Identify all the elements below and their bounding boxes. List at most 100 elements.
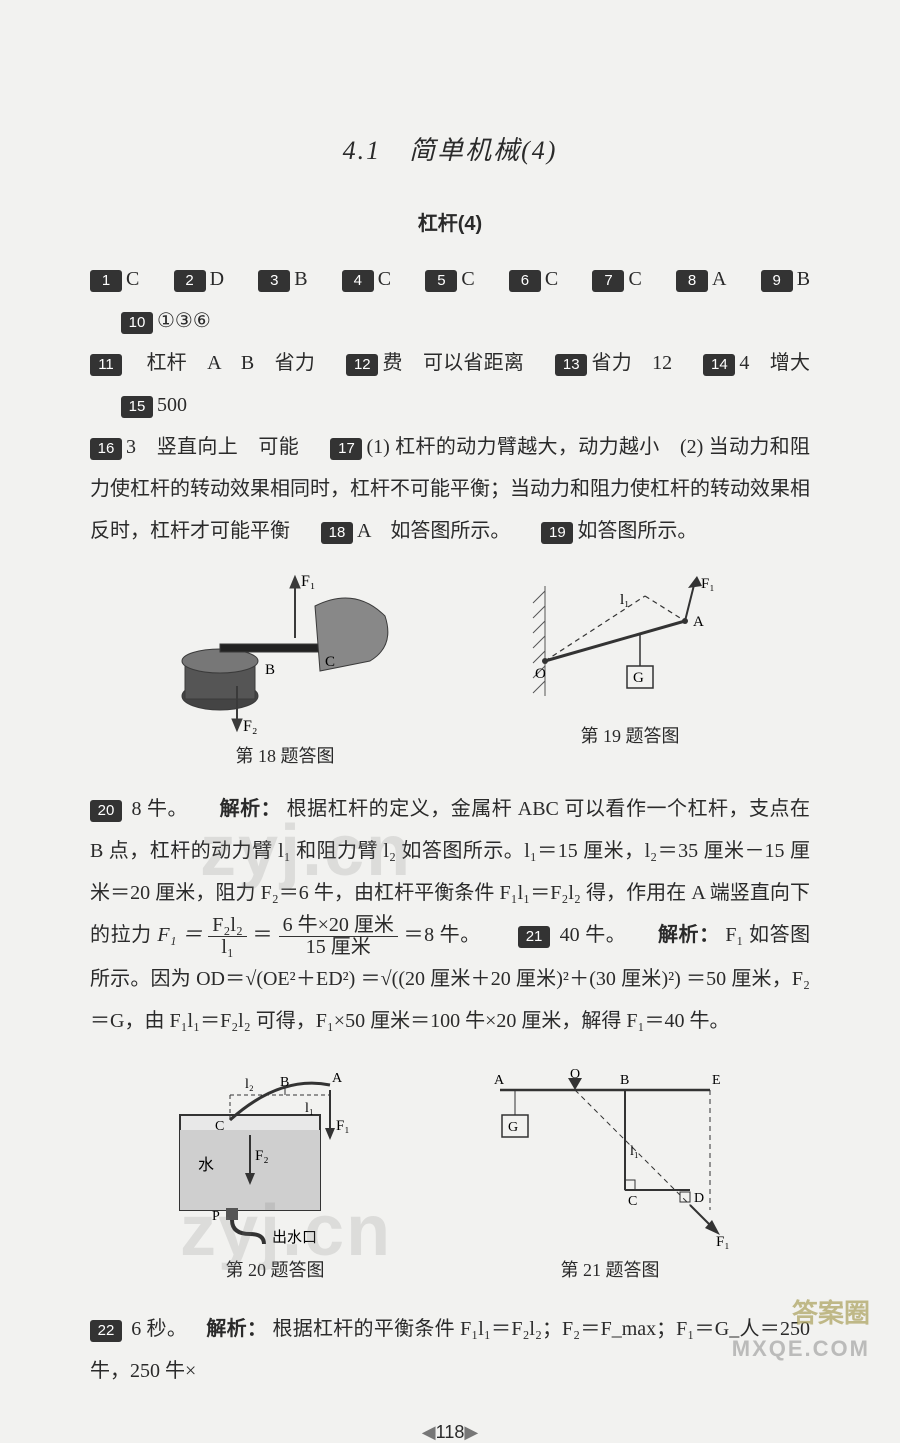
q20-ans: 8 牛。 (132, 798, 189, 820)
q20-tail: ＝8 牛。 (404, 924, 481, 946)
qnum: 9 (761, 270, 793, 292)
qnum: 19 (541, 522, 573, 544)
ans: C (545, 268, 558, 290)
caption-20: 第 20 题答图 (226, 1256, 325, 1282)
label-F1: F₁ (701, 576, 715, 592)
figure-row-1: F₁ F₂ B C 第 18 题答图 (90, 566, 810, 768)
fig18-svg: F₁ F₂ B C (165, 566, 405, 736)
ans: D (210, 268, 224, 290)
fig19-svg: G O A F₁ l₁ (525, 566, 735, 716)
label-P: P (212, 1209, 220, 1224)
page-number: 118 (436, 1422, 465, 1442)
qnum: 6 (509, 270, 541, 292)
section-title: 4.1 简单机械(4) (90, 130, 810, 167)
label-G: G (508, 1120, 518, 1135)
caption-18: 第 18 题答图 (236, 742, 335, 768)
ans: B (797, 268, 810, 290)
tri-right-icon: ▶ (464, 1422, 478, 1442)
qnum: 11 (90, 354, 122, 376)
q21-ans: 40 牛。 (560, 924, 627, 946)
label-C: C (628, 1194, 637, 1209)
figure-19: G O A F₁ l₁ 第 19 题答图 (525, 566, 735, 768)
fig20-svg: 水 F₂ F₁ A B C l₂ l₁ P 出水口 (160, 1060, 390, 1250)
label-E: E (712, 1073, 721, 1088)
ans: A (712, 268, 726, 290)
label-F1: F₁ (301, 573, 315, 590)
caption-19: 第 19 题答图 (581, 722, 680, 748)
qnum: 15 (121, 396, 153, 418)
ans: 如答图所示。 (577, 520, 697, 542)
qnum: 16 (90, 438, 122, 460)
qnum: 3 (258, 270, 290, 292)
qnum: 10 (121, 312, 153, 334)
page: 4.1 简单机械(4) 杠杆(4) 1C 2D 3B 4C 5C 6C 7C 8… (0, 0, 900, 1443)
label-A: A (693, 614, 704, 630)
label-C: C (215, 1119, 224, 1134)
figure-18: F₁ F₂ B C 第 18 题答图 (165, 566, 405, 768)
tri-left-icon: ◀ (422, 1422, 436, 1442)
qnum: 5 (425, 270, 457, 292)
label-l1: l₁ (630, 1144, 639, 1159)
q22-block: 22 6 秒。 解析： 根据杠杆的平衡条件 F₁l₁＝F₂l₂；F₂＝F_max… (90, 1308, 810, 1392)
figure-row-2: 水 F₂ F₁ A B C l₂ l₁ P 出水口 第 20 题答图 (90, 1060, 810, 1282)
ans: B (294, 268, 307, 290)
qnum: 1 (90, 270, 122, 292)
figure-20: 水 F₂ F₁ A B C l₂ l₁ P 出水口 第 20 题答图 (160, 1060, 390, 1282)
qnum: 4 (342, 270, 374, 292)
label-F2: F₂ (243, 718, 257, 735)
q20-frac1: F₂l₂ l₁ (208, 915, 247, 958)
qnum: 17 (330, 438, 362, 460)
qnum: 12 (346, 354, 378, 376)
label-A: A (332, 1071, 343, 1086)
ans: A 如答图所示。 (357, 520, 510, 542)
ans: 杠杆 A B 省力 (146, 352, 315, 374)
ans: 500 (157, 394, 187, 416)
q22-ans: 6 秒。 (131, 1318, 187, 1340)
q20-eq: F₁ ＝ (157, 924, 202, 946)
ans: C (378, 268, 391, 290)
ans: 费 可以省距离 (382, 352, 524, 374)
q20-frac2: 6 牛×20 厘米 15 厘米 (279, 915, 398, 958)
section-subtitle: 杠杆(4) (90, 207, 810, 236)
caption-21: 第 21 题答图 (561, 1256, 660, 1282)
ans: ①③⑥ (157, 310, 211, 332)
ans: 3 竖直向上 可能 (126, 436, 299, 458)
qnum: 21 (518, 926, 550, 948)
label-F1: F₁ (336, 1118, 350, 1134)
qnum: 2 (174, 270, 206, 292)
qnum: 14 (703, 354, 735, 376)
q20-block: 20 8 牛。 解析： 根据杠杆的定义，金属杆 ABC 可以看作一个杠杆，支点在… (90, 788, 810, 1042)
qnum: 18 (321, 522, 353, 544)
ans: C (126, 268, 139, 290)
label-C: C (325, 654, 335, 670)
label-O: O (570, 1067, 580, 1082)
qnum: 13 (555, 354, 587, 376)
ans: C (461, 268, 474, 290)
label-outlet: 出水口 (272, 1229, 317, 1246)
qnum: 7 (592, 270, 624, 292)
label-B: B (280, 1075, 289, 1090)
ans: 省力 12 (591, 352, 672, 374)
label-water: 水 (198, 1156, 214, 1174)
label-F2: F₂ (255, 1148, 269, 1164)
label-l1: l₁ (620, 592, 629, 608)
label-D: D (694, 1191, 704, 1206)
label-B: B (620, 1073, 629, 1088)
figure-21: G A O B E C D l₁ F₁ 第 21 题答图 (480, 1060, 740, 1282)
answers-fill: 11 杠杆 A B 省力 12费 可以省距离 13省力 12 144 增大 15… (90, 342, 810, 552)
q21-label: 解析： (658, 924, 720, 946)
ans: C (628, 268, 641, 290)
page-footer: ◀118▶ (90, 1422, 810, 1443)
q22-label: 解析： (206, 1318, 267, 1340)
label-l2: l₂ (245, 1077, 254, 1092)
ans: 4 增大 (739, 352, 810, 374)
qnum: 20 (90, 800, 122, 822)
label-F1: F₁ (716, 1234, 730, 1250)
qnum: 8 (676, 270, 708, 292)
q20-label: 解析： (220, 798, 282, 820)
q22-body: 根据杠杆的平衡条件 F₁l₁＝F₂l₂；F₂＝F_max；F₁＝G_人＝250 … (90, 1318, 810, 1382)
label-B: B (265, 662, 275, 678)
qnum: 22 (90, 1320, 122, 1342)
answers-mc-row: 1C 2D 3B 4C 5C 6C 7C 8A 9B 10①③⑥ (90, 258, 810, 342)
label-G: G (633, 670, 644, 686)
